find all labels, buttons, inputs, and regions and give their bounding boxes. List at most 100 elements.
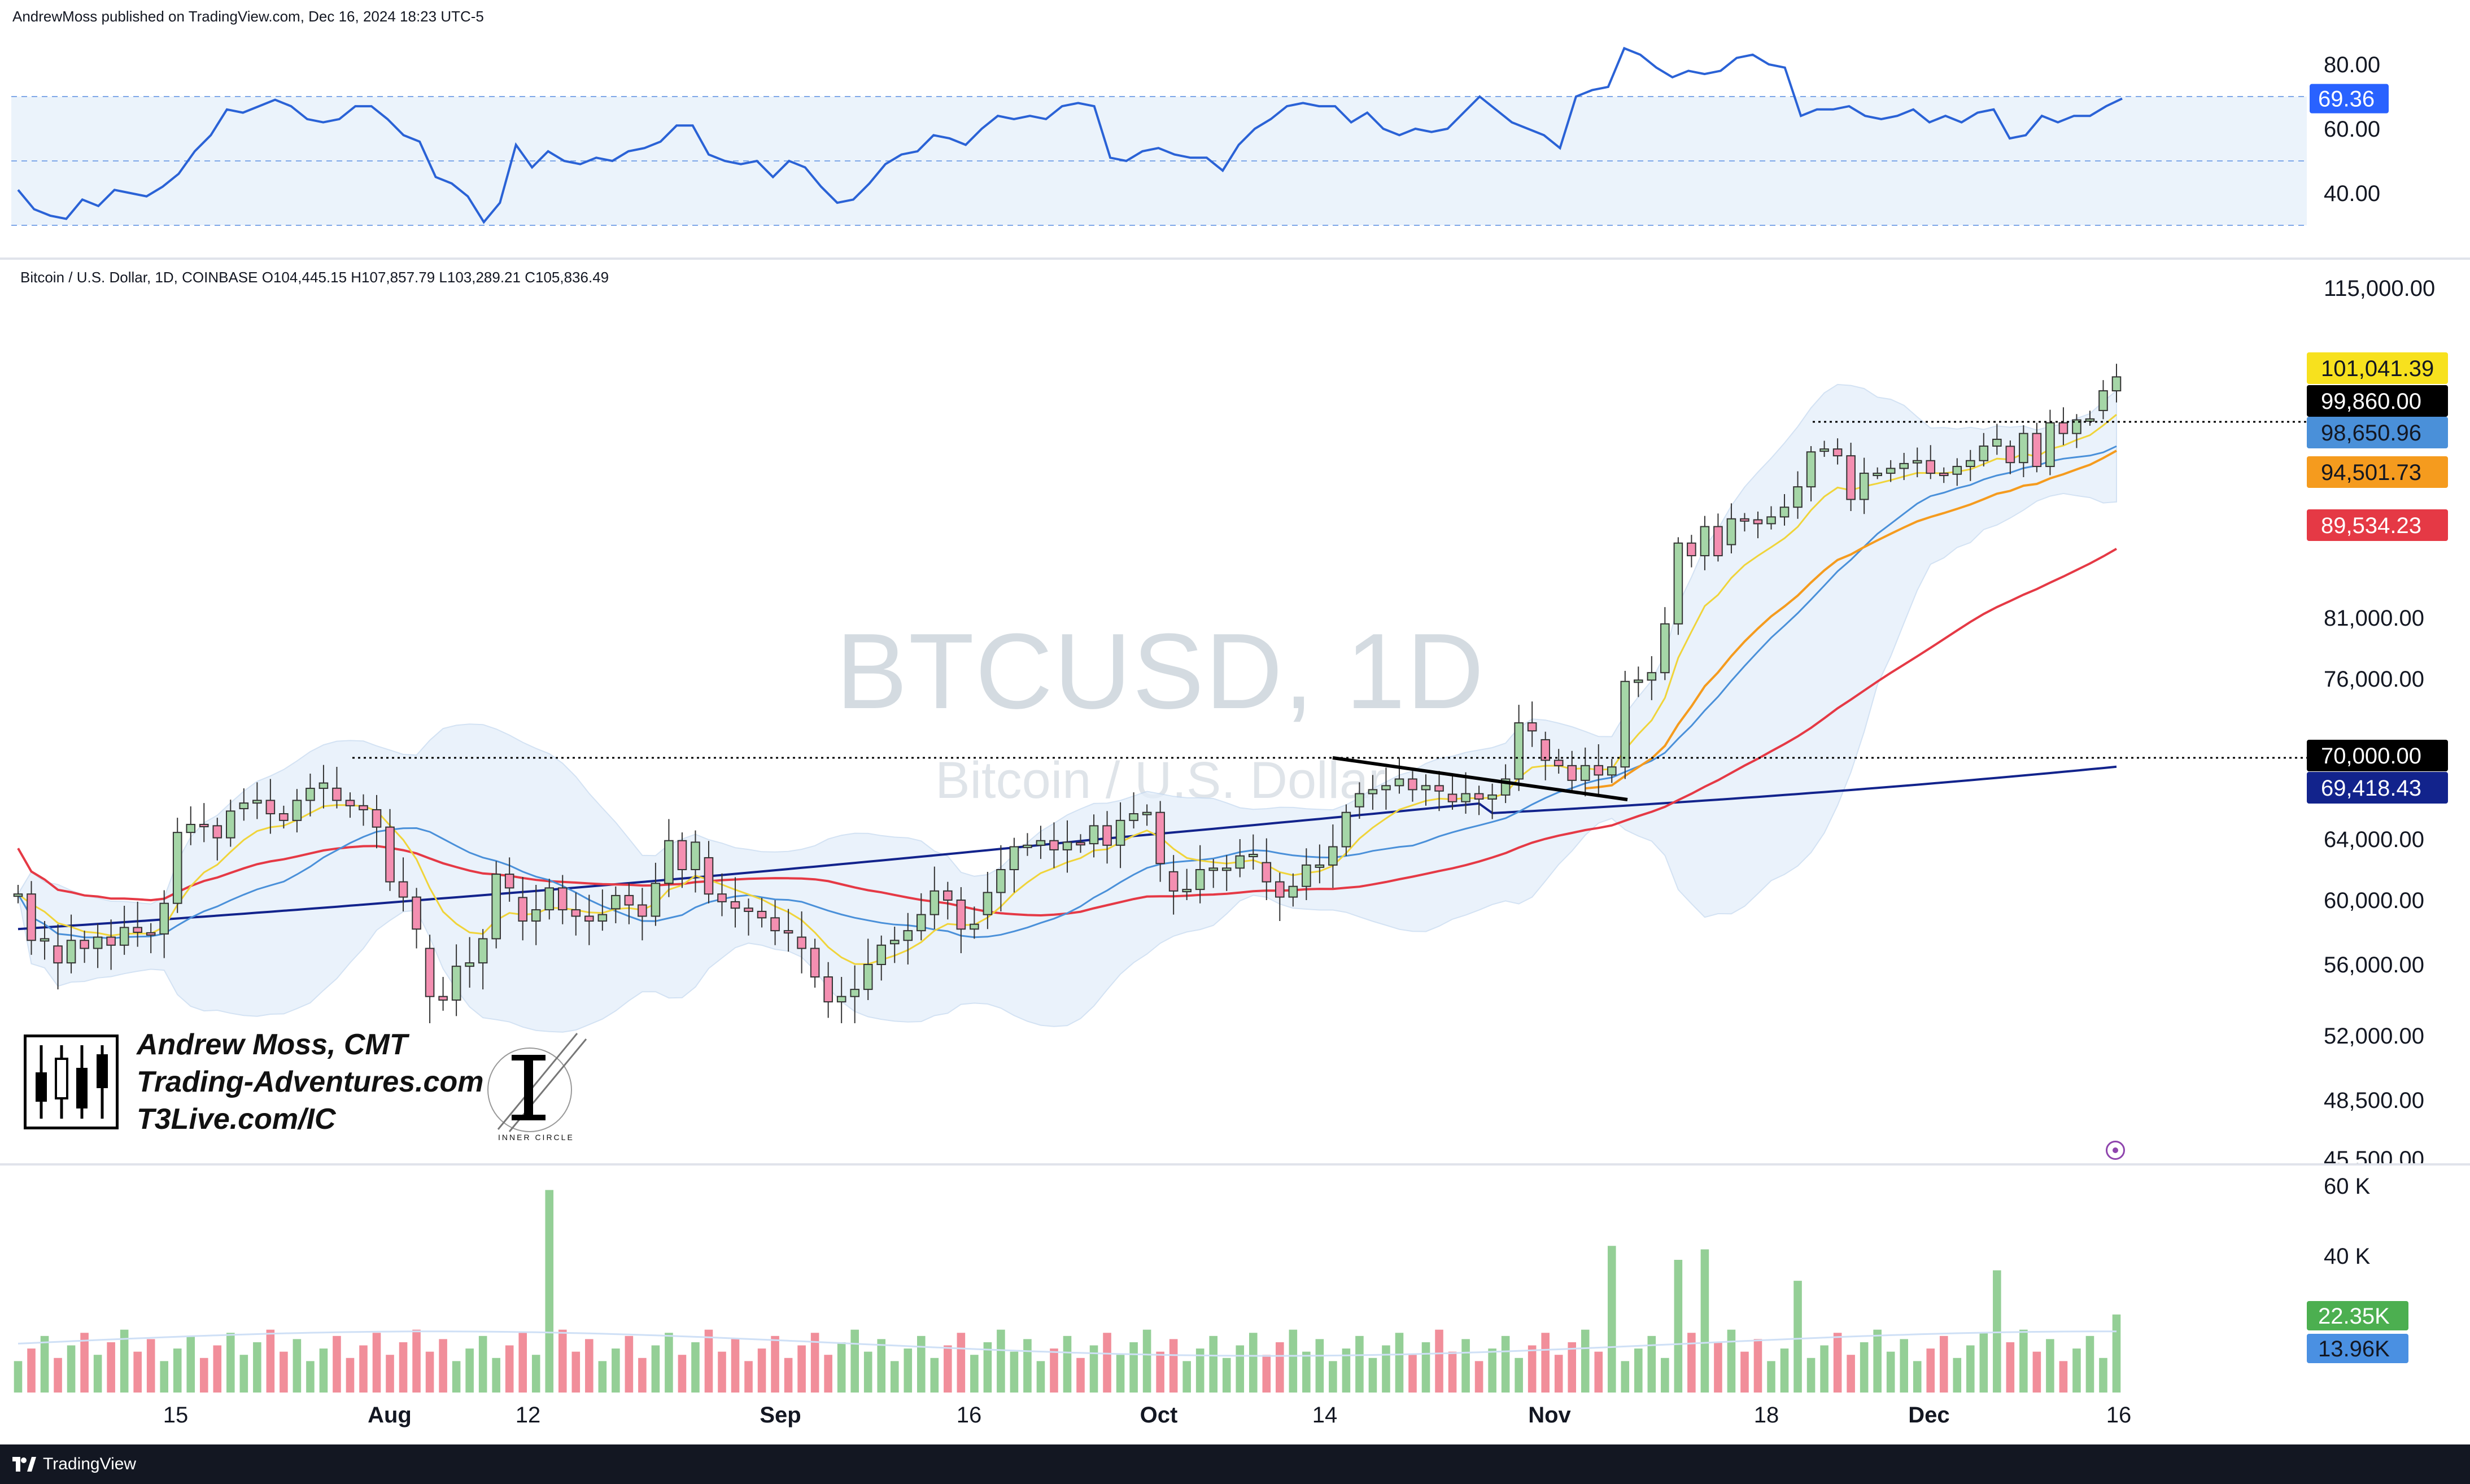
candle bbox=[1779, 494, 1790, 526]
candle-body bbox=[159, 902, 169, 935]
volume-bar bbox=[944, 1345, 952, 1393]
volume-bar bbox=[40, 1335, 49, 1393]
candle bbox=[133, 901, 142, 947]
candle-body bbox=[611, 894, 621, 910]
rsi-pane: 80.00 60.00 40.00 69.36 bbox=[11, 46, 2389, 226]
candle-body bbox=[770, 917, 780, 932]
candle-body bbox=[93, 936, 103, 949]
candle bbox=[1740, 513, 1749, 532]
candle bbox=[1952, 458, 1962, 486]
candle-body bbox=[345, 800, 355, 806]
volume-bar bbox=[1661, 1358, 1669, 1393]
candle-body bbox=[2019, 433, 2028, 464]
price-tick-label: 76,000.00 bbox=[2324, 667, 2424, 692]
candle-body bbox=[810, 948, 820, 978]
price-badge bbox=[2307, 352, 2448, 384]
tradingview-label: TradingView bbox=[43, 1455, 137, 1473]
candle bbox=[93, 923, 103, 968]
candle bbox=[1062, 820, 1072, 873]
price-tick-label: 81,000.00 bbox=[2324, 606, 2424, 631]
volume-bar bbox=[1647, 1335, 1656, 1393]
volume-bar bbox=[2072, 1348, 2081, 1393]
candle bbox=[797, 911, 806, 974]
volume-bar bbox=[1900, 1339, 1908, 1393]
volume-bar bbox=[837, 1342, 846, 1393]
candle bbox=[783, 909, 793, 952]
candle-body bbox=[1262, 862, 1272, 883]
volume-bar bbox=[2112, 1314, 2121, 1393]
x-tick-label: 16 bbox=[957, 1403, 982, 1428]
candle bbox=[1023, 833, 1032, 856]
candle-body bbox=[876, 944, 887, 966]
candle bbox=[1713, 513, 1723, 562]
candle-body bbox=[1912, 460, 1922, 464]
candle-body bbox=[199, 823, 209, 827]
candle bbox=[1102, 811, 1112, 864]
volume-bar bbox=[213, 1345, 222, 1393]
candle bbox=[1514, 705, 1524, 791]
candle bbox=[1966, 449, 1975, 481]
volume-bar bbox=[930, 1358, 939, 1393]
candle bbox=[53, 924, 63, 990]
volume-bar bbox=[465, 1348, 474, 1393]
volume-bar bbox=[1355, 1335, 1364, 1393]
volume-bar bbox=[1182, 1361, 1191, 1393]
candle-body bbox=[1302, 864, 1311, 887]
candle-body bbox=[1049, 840, 1059, 850]
candle bbox=[1461, 772, 1470, 814]
candle bbox=[491, 861, 501, 949]
candle bbox=[823, 962, 833, 1018]
candle bbox=[252, 782, 262, 819]
volume-bar bbox=[810, 1333, 819, 1393]
candle-body bbox=[1713, 526, 1723, 557]
volume-bar bbox=[452, 1361, 461, 1393]
candle-body bbox=[2058, 422, 2068, 434]
candle-body bbox=[2005, 446, 2015, 464]
candle-body bbox=[1553, 760, 1564, 766]
volume-bar bbox=[1873, 1329, 1882, 1393]
volume-bar bbox=[1209, 1335, 1217, 1393]
volume-bar bbox=[877, 1339, 886, 1393]
volume-bar bbox=[718, 1351, 726, 1393]
volume-bar bbox=[266, 1329, 275, 1393]
candle bbox=[531, 885, 541, 945]
volume-bar bbox=[2085, 1335, 2094, 1393]
candle bbox=[1527, 701, 1537, 747]
trendline bbox=[1332, 756, 1628, 801]
volume-bar bbox=[744, 1361, 753, 1393]
candle-body bbox=[1142, 811, 1152, 815]
candle-body bbox=[106, 936, 116, 946]
volume-bar bbox=[1607, 1246, 1616, 1393]
add-indicator-button[interactable] bbox=[2106, 1141, 2125, 1160]
candle bbox=[1275, 872, 1285, 922]
volume-bar bbox=[797, 1345, 806, 1393]
candle bbox=[544, 879, 555, 920]
candle bbox=[664, 819, 674, 897]
candle bbox=[2032, 422, 2042, 473]
candle-body bbox=[797, 936, 806, 949]
volume-bar bbox=[1421, 1342, 1430, 1393]
rsi-band bbox=[11, 97, 2307, 225]
candle bbox=[1873, 467, 1882, 479]
candle bbox=[1607, 759, 1617, 783]
candle bbox=[279, 805, 289, 829]
price-tick-label: 52,000.00 bbox=[2324, 1024, 2424, 1049]
candle bbox=[2058, 407, 2068, 446]
candle-body bbox=[146, 932, 156, 936]
candle-body bbox=[717, 893, 727, 902]
candle bbox=[1819, 440, 1829, 457]
candle-body bbox=[1660, 623, 1670, 674]
volume-bar bbox=[1847, 1355, 1855, 1393]
candle bbox=[1262, 838, 1272, 900]
candle-body bbox=[2098, 390, 2108, 411]
candle-body bbox=[943, 890, 953, 901]
volume-bar bbox=[784, 1358, 793, 1393]
candle-body bbox=[504, 874, 514, 889]
candle bbox=[943, 881, 953, 920]
volume-bar bbox=[54, 1358, 62, 1393]
volume-bar bbox=[1156, 1351, 1164, 1393]
volume-bar bbox=[665, 1333, 673, 1393]
pane-separator-volume bbox=[0, 1163, 2470, 1166]
tradingview-logo-icon[interactable] bbox=[12, 1456, 36, 1473]
price-badge bbox=[2307, 509, 2448, 541]
